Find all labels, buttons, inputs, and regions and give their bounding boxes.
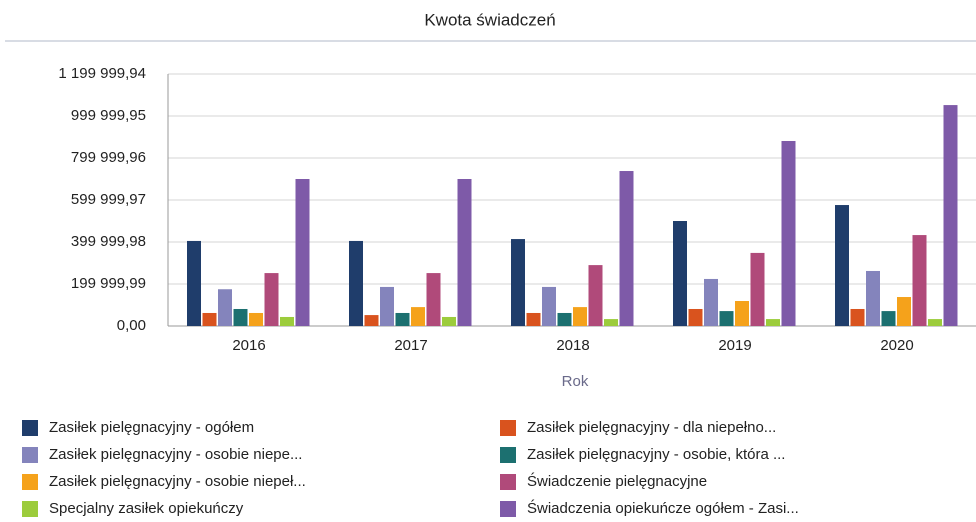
legend-swatch <box>500 420 516 436</box>
legend-label: Zasiłek pielęgnacyjny - osobie, która ..… <box>527 446 785 463</box>
bar <box>187 240 201 326</box>
bar <box>280 316 294 326</box>
bar <box>912 235 927 326</box>
bar <box>781 140 796 326</box>
bar <box>426 273 441 326</box>
legend-swatch <box>500 474 516 490</box>
bar <box>766 319 780 326</box>
legend-label: Zasiłek pielęgnacyjny - osobie niepe... <box>49 446 302 463</box>
bar <box>249 312 263 326</box>
bar <box>943 105 958 326</box>
bar <box>218 289 232 326</box>
bar <box>395 312 410 326</box>
bar <box>573 307 587 326</box>
x-tick-label: 2019 <box>718 337 751 354</box>
x-tick-label: 2016 <box>232 337 265 354</box>
bar <box>264 273 279 326</box>
bar <box>835 205 849 326</box>
bar <box>588 265 603 326</box>
legend-swatch <box>22 420 38 436</box>
bar <box>704 278 718 326</box>
x-tick-label: 2017 <box>394 337 427 354</box>
bar <box>719 311 734 326</box>
x-tick-label: 2020 <box>880 337 913 354</box>
bar <box>542 286 556 326</box>
bar <box>866 270 880 326</box>
bar <box>735 301 749 326</box>
legend-label: Specjalny zasiłek opiekuńczy <box>49 500 244 517</box>
bar <box>380 286 394 326</box>
bar <box>897 297 911 326</box>
legend-swatch <box>500 501 516 517</box>
bar <box>673 221 687 326</box>
bar <box>850 308 865 326</box>
x-axis-label: Rok <box>562 373 589 390</box>
x-tick-label: 2018 <box>556 337 589 354</box>
y-tick-label: 799 999,96 <box>71 149 146 166</box>
bar <box>364 315 379 326</box>
legend-swatch <box>22 474 38 490</box>
bar <box>295 179 310 326</box>
legend-swatch <box>22 501 38 517</box>
bar <box>557 312 572 326</box>
legend-label: Świadczenie pielęgnacyjne <box>527 472 707 490</box>
legend-label: Zasiłek pielęgnacyjny - dla niepełno... <box>527 419 776 436</box>
bar <box>688 308 703 326</box>
y-tick-label: 599 999,97 <box>71 191 146 208</box>
bar <box>233 308 248 326</box>
bar <box>526 312 541 326</box>
y-tick-label: 1 199 999,94 <box>58 65 146 82</box>
legend-label: Zasiłek pielęgnacyjny - ogółem <box>49 419 254 436</box>
bar <box>511 239 525 326</box>
legend-swatch <box>500 447 516 463</box>
bar <box>619 171 634 326</box>
bar <box>457 179 472 326</box>
y-tick-label: 199 999,99 <box>71 275 146 292</box>
y-tick-label: 0,00 <box>117 317 146 334</box>
bar <box>349 240 363 326</box>
bar <box>202 312 217 326</box>
bar <box>750 252 765 326</box>
y-tick-label: 399 999,98 <box>71 233 146 250</box>
bar <box>881 311 896 326</box>
legend-label: Zasiłek pielęgnacyjny - osobie niepeł... <box>49 473 306 490</box>
legend-swatch <box>22 447 38 463</box>
bar <box>928 319 942 326</box>
chart-title: Kwota świadczeń <box>424 10 555 29</box>
bar <box>604 319 618 326</box>
bar <box>442 316 456 326</box>
y-tick-label: 999 999,95 <box>71 107 146 124</box>
bar <box>411 307 425 326</box>
legend-label: Świadczenia opiekuńcze ogółem - Zasi... <box>527 499 799 517</box>
